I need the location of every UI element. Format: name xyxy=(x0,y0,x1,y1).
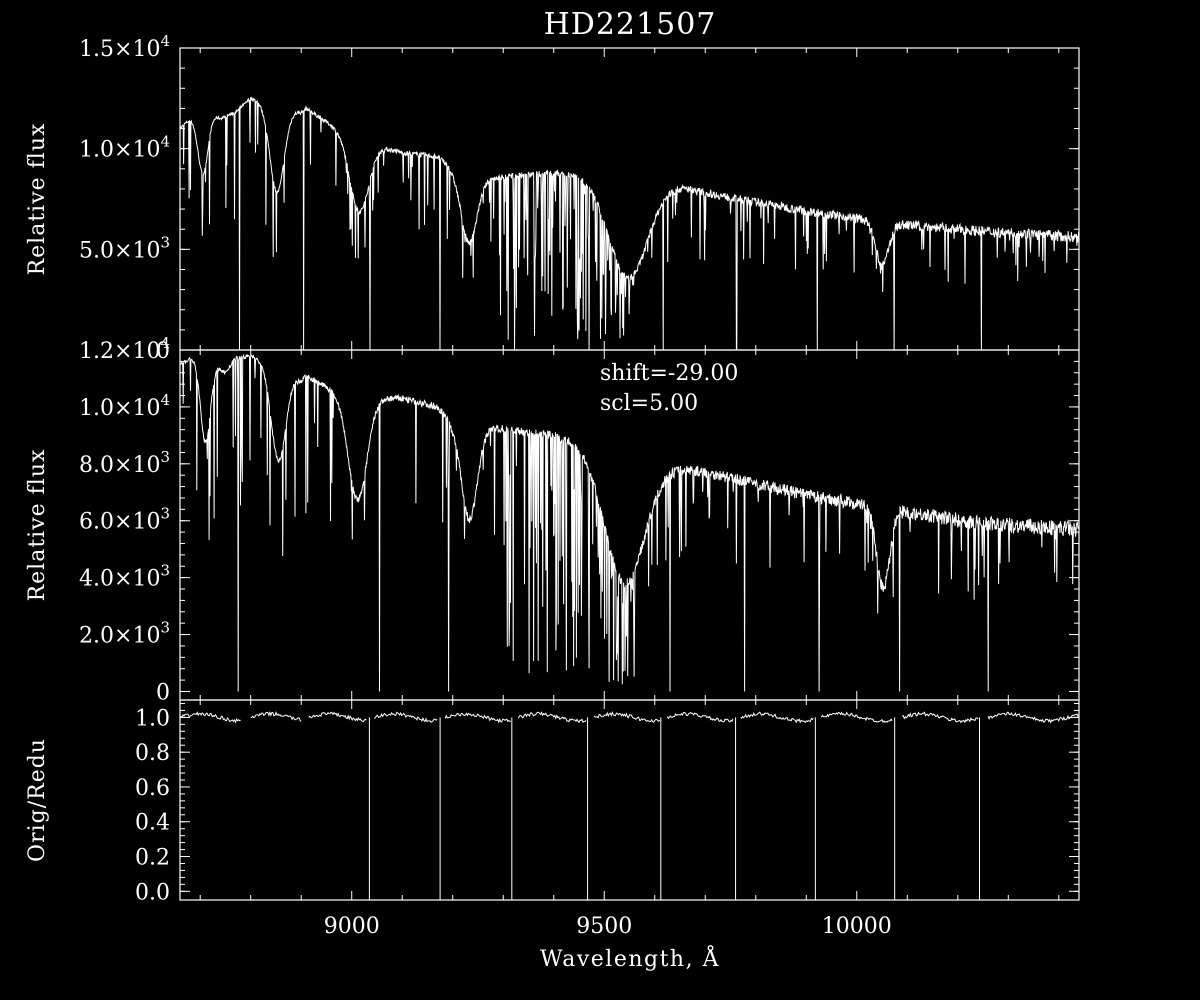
chart-title: HD221507 xyxy=(544,7,717,42)
ratio-segment xyxy=(517,711,587,724)
annotation: shift=-29.00 xyxy=(600,361,738,386)
y-axis-label: Orig/Redu xyxy=(25,738,50,862)
ratio-segment xyxy=(820,711,893,724)
y-tick-label: 1.5×104 xyxy=(79,32,170,62)
x-axis-label: Wavelength, Å xyxy=(540,944,720,972)
x-tick-label: 9000 xyxy=(324,914,380,939)
y-tick-label: 2.0×103 xyxy=(79,619,170,649)
y-tick-label: 5.0×103 xyxy=(79,233,170,263)
y-tick-label: 1.0×104 xyxy=(79,133,170,163)
ratio-segment xyxy=(593,710,661,724)
ratio-segment xyxy=(374,711,438,723)
y-tick-label: 0.6 xyxy=(135,776,170,801)
ratio-segment xyxy=(740,711,814,724)
y-axis-label: Relative flux xyxy=(25,123,50,276)
ratio-segment xyxy=(666,711,734,723)
spectrum-line xyxy=(179,96,1080,351)
panel-middle: 0 2.0×103 4.0×103 6.0×103 8.0×103 1.0×104 1.2×… xyxy=(25,334,1080,705)
ratio-segment xyxy=(987,711,1080,724)
y-tick-label: 0.0 xyxy=(135,880,170,905)
y-tick-label: 1.0 xyxy=(135,706,170,731)
ratio-segment xyxy=(250,710,302,722)
y-tick-label: 0.2 xyxy=(135,846,170,871)
panel-bottom: 0.0 0.2 0.4 0.6 0.8 1.0 Orig/Redu 9000 9500 10000… xyxy=(25,699,1080,972)
x-tick-label: 9500 xyxy=(576,914,632,939)
y-tick-label: 0.8 xyxy=(135,741,170,766)
y-tick-label: 6.0×103 xyxy=(79,505,170,535)
annotation: scl=5.00 xyxy=(600,391,698,416)
y-tick-label: 0.4 xyxy=(135,811,170,836)
y-axis-label: Relative flux xyxy=(25,449,50,602)
panels: 0 5.0×103 1.0×104 1.5×104 Relative flux 0 2.0×… xyxy=(25,32,1080,972)
plot-frame xyxy=(179,699,1080,901)
spectrum-line xyxy=(179,353,1080,692)
y-tick-label: 1.0×104 xyxy=(79,391,170,421)
ratio-segment xyxy=(444,712,511,724)
y-tick-label: 4.0×103 xyxy=(79,562,170,592)
ratio-segment xyxy=(902,711,979,724)
ratio-segment xyxy=(179,711,241,724)
y-tick-label: 0 xyxy=(156,339,170,364)
y-tick-label: 1.2×104 xyxy=(79,334,170,364)
y-tick-label: 8.0×103 xyxy=(79,448,170,478)
ratio-segment xyxy=(308,711,367,723)
y-tick-label: 0 xyxy=(156,680,170,705)
x-tick-label: 10000 xyxy=(822,914,892,939)
panel-top: 0 5.0×103 1.0×104 1.5×104 Relative flux xyxy=(25,32,1080,364)
